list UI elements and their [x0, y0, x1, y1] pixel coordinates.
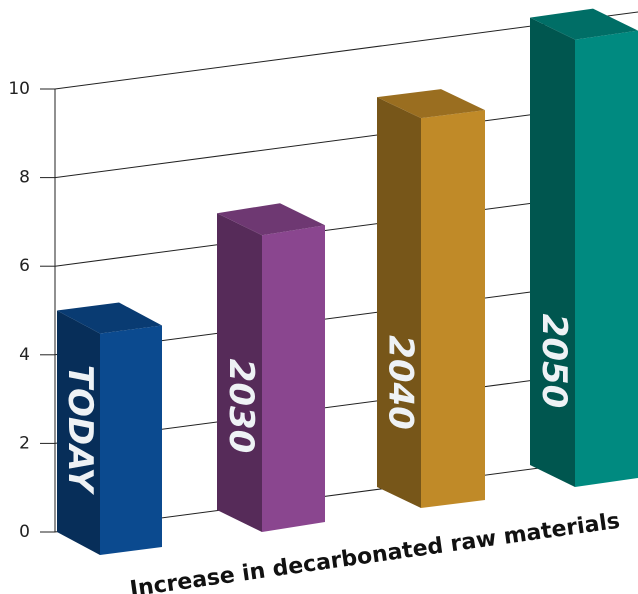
y-tick-label: 6 — [19, 256, 30, 276]
bar-side — [262, 225, 325, 532]
bar-side — [421, 110, 485, 508]
category-label: TODAY — [60, 365, 100, 496]
y-tick-label: 2 — [19, 433, 30, 453]
bar: 2040 — [377, 89, 485, 508]
category-label: 2030 — [221, 359, 261, 454]
x-axis-label: Increase in decarbonated raw materials — [128, 509, 621, 594]
bar-side — [575, 30, 638, 487]
bar-top — [530, 8, 638, 40]
category-label: 2050 — [534, 314, 574, 409]
bar: 2050 — [530, 8, 638, 487]
bar-side — [100, 325, 162, 555]
bar-front — [377, 97, 421, 508]
bar-front — [530, 17, 575, 487]
y-tick-label: 0 — [19, 522, 30, 542]
bar: 2030 — [217, 203, 325, 532]
y-tick-label: 10 — [8, 79, 30, 99]
bar: TODAY — [57, 302, 162, 555]
y-tick-label: 8 — [19, 168, 30, 188]
bars: TODAY 2030 2040 2050 — [57, 8, 638, 555]
category-label: 2040 — [381, 335, 421, 430]
bar-top — [57, 302, 162, 334]
bar-front — [217, 213, 262, 532]
bar-front — [57, 310, 100, 555]
bar-top — [217, 203, 325, 236]
y-tick-label: 4 — [19, 345, 30, 365]
bar-top — [377, 89, 485, 119]
